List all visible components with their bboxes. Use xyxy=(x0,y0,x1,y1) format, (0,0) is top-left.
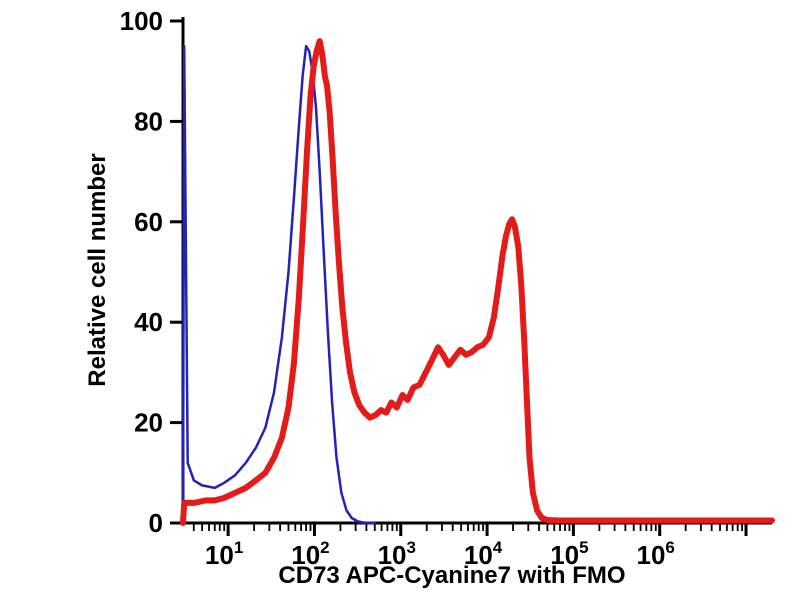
y-axis-title: Relative cell number xyxy=(84,153,111,387)
x-tick-label: 105 xyxy=(550,538,588,570)
y-tick-label: 40 xyxy=(134,307,163,337)
red-thick-curve xyxy=(180,38,775,526)
x-tick-label: 101 xyxy=(205,538,243,570)
y-tick-label: 0 xyxy=(149,508,163,538)
y-tick-label: 100 xyxy=(120,6,163,36)
blue-thin-curve xyxy=(181,44,377,525)
x-tick-label: 103 xyxy=(378,538,416,570)
y-tick-label: 20 xyxy=(134,408,163,438)
y-tick-label: 80 xyxy=(134,106,163,136)
y-tick-label: 60 xyxy=(134,207,163,237)
x-tick-label: 106 xyxy=(637,538,675,570)
x-axis-title: CD73 APC-Cyanine7 with FMO xyxy=(278,562,626,589)
